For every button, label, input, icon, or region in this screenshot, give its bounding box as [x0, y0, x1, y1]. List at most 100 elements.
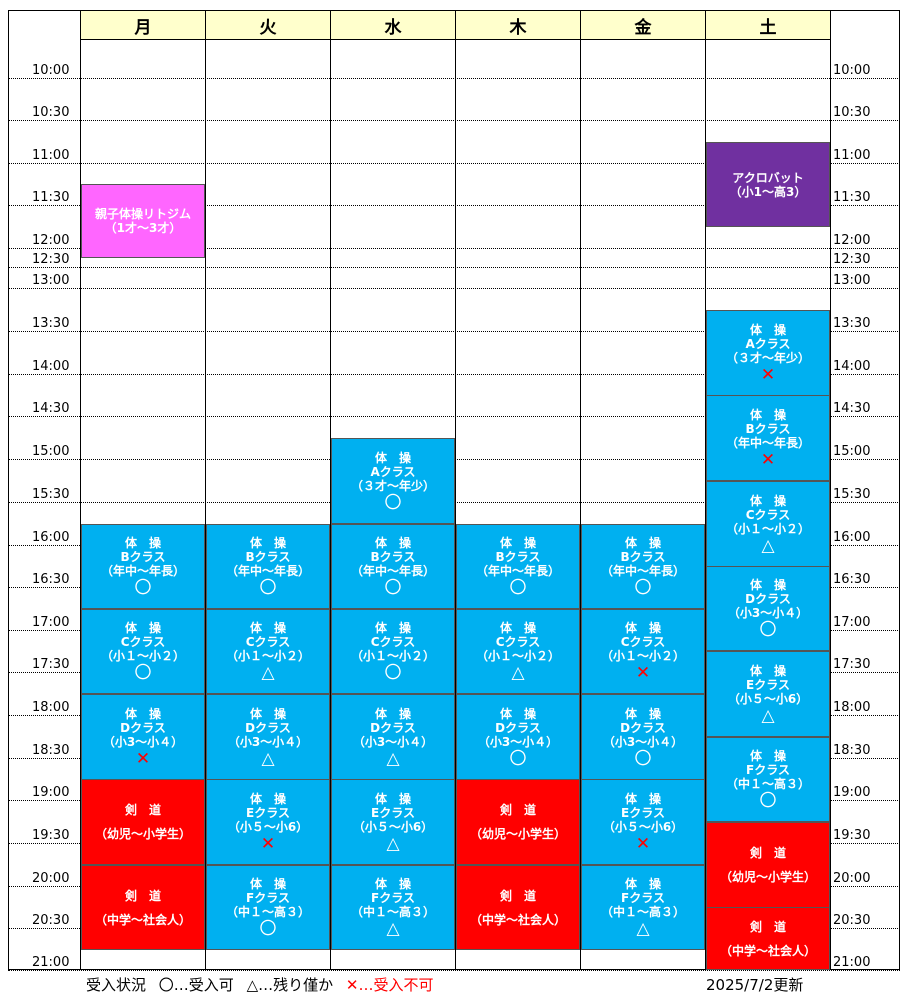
availability-mark: ✕	[760, 364, 776, 385]
class-text: （年中～年長）	[600, 564, 685, 578]
time-label-right: 16:30	[833, 572, 871, 587]
class-block: 体 操 Cクラス （小１～小２）〇	[81, 609, 205, 694]
time-label-left: 14:00	[32, 359, 70, 374]
class-text: （中１～高３）	[600, 905, 685, 919]
availability-mark: 〇	[134, 578, 152, 598]
time-label-right: 14:00	[833, 359, 871, 374]
class-text: 体 操	[499, 706, 536, 721]
availability-mark: 〇	[384, 663, 402, 683]
class-block: 体 操 Eクラス （小５～小6） ✕	[581, 779, 705, 865]
availability-mark: 〇	[384, 492, 402, 513]
time-label-left: 14:30	[32, 401, 70, 416]
availability-mark: 〇	[259, 578, 277, 598]
time-label-left: 11:00	[32, 148, 70, 163]
legend-few: △…残り僅か	[246, 976, 334, 994]
class-text: 剣 道	[749, 846, 786, 860]
class-text: Bクラス	[745, 421, 791, 436]
legend-full: ✕…受入不可	[345, 976, 434, 994]
availability-mark: ✕	[635, 833, 651, 854]
class-text: 体 操	[624, 791, 661, 806]
class-text: 剣 道	[124, 803, 161, 817]
column-divider	[580, 40, 581, 970]
availability-mark: 〇	[384, 578, 402, 598]
class-block: 体 操 Cクラス （小１～小２） △	[706, 481, 830, 567]
time-label-left: 20:30	[32, 913, 70, 928]
class-text: 体 操	[374, 877, 411, 891]
class-text: （中学～社会人）	[94, 912, 191, 927]
availability-mark: 〇	[509, 578, 527, 598]
class-text: 体 操	[624, 536, 661, 550]
time-gridline	[8, 416, 900, 417]
class-text: （小3～小４）	[352, 734, 434, 749]
time-gridline	[8, 288, 900, 289]
class-text: 体 操	[624, 706, 661, 721]
class-block: 体 操 Bクラス （年中～年長）〇	[581, 524, 705, 609]
legend-ok: 〇…受入可	[158, 976, 234, 994]
class-text: （中１～高３）	[225, 905, 310, 919]
class-text: （中学～社会人）	[719, 943, 816, 958]
time-label-left: 12:00	[32, 233, 70, 248]
time-label-left: 15:30	[32, 487, 70, 502]
class-block: 体 操 Cクラス （小１～小２）〇	[331, 609, 455, 694]
availability-mark: △	[261, 663, 275, 683]
class-block: 体 操 Fクラス （中１～高３） △	[331, 865, 455, 950]
class-block: 体 操 Cクラス （小１～小２） △	[456, 609, 580, 694]
class-text: （小１～小２）	[600, 649, 685, 663]
class-text: （小3～小４）	[227, 734, 309, 749]
time-label-left: 19:30	[32, 828, 70, 843]
class-text: （年中～年長）	[225, 564, 310, 578]
time-label-left: 17:30	[32, 657, 70, 672]
time-label-right: 16:00	[833, 530, 871, 545]
class-text: 親子体操リトジム	[94, 207, 191, 221]
class-text: Cクラス	[120, 635, 166, 649]
class-text: 体 操	[749, 407, 786, 422]
time-label-right: 15:30	[833, 487, 871, 502]
day-header: 火	[205, 10, 331, 40]
time-gridline	[8, 267, 900, 268]
time-label-right: 19:00	[833, 785, 871, 800]
class-text: Aクラス	[745, 336, 791, 351]
class-text: Eクラス	[371, 805, 415, 820]
availability-mark: △	[386, 833, 400, 854]
column-divider	[705, 40, 706, 970]
class-text: 体 操	[249, 536, 286, 550]
class-text: Cクラス	[620, 635, 666, 649]
class-text: Cクラス	[245, 635, 291, 649]
class-block: 体 操 Eクラス （小５～小6） ✕	[206, 779, 330, 865]
updated-date: 2025/7/2更新	[706, 976, 804, 994]
class-text: 体 操	[624, 877, 661, 891]
time-label-left: 21:00	[32, 955, 70, 970]
time-gridline	[8, 970, 900, 971]
class-block: 剣 道 （幼児～小学生）	[81, 779, 205, 865]
class-text: Bクラス	[495, 550, 541, 564]
class-text: Fクラス	[746, 763, 790, 777]
class-text: Dクラス	[245, 720, 291, 735]
availability-mark: 〇	[634, 578, 652, 598]
availability-mark: △	[261, 748, 275, 769]
class-block: 体 操 Eクラス （小５～小6） △	[706, 651, 830, 737]
class-text: Eクラス	[746, 677, 790, 692]
availability-mark: ✕	[635, 663, 651, 683]
time-label-right: 17:00	[833, 615, 871, 630]
class-block: 体 操 Fクラス （中１～高３） △	[581, 865, 705, 950]
time-label-right: 21:00	[833, 955, 871, 970]
day-header: 金	[580, 10, 706, 40]
class-block: 剣 道 （中学～社会人）	[81, 865, 205, 950]
class-text: 体 操	[749, 578, 786, 592]
class-block: 体 操 Fクラス （中１～高３）〇	[206, 865, 330, 950]
time-label-right: 13:30	[833, 316, 871, 331]
class-text: Bクラス	[370, 550, 416, 564]
class-text: Dクラス	[120, 720, 166, 735]
time-label-left: 16:00	[32, 530, 70, 545]
day-header: 水	[330, 10, 456, 40]
time-label-left: 17:00	[32, 615, 70, 630]
time-gridline	[8, 120, 900, 121]
class-text: （中１～高３）	[350, 905, 435, 919]
class-block: 体 操 Dクラス （小3～小４）〇	[456, 694, 580, 780]
class-text: （幼児～小学生）	[719, 870, 816, 884]
time-label-right: 13:00	[833, 273, 871, 288]
class-text: Cクラス	[370, 635, 416, 649]
class-block: 剣 道 （幼児～小学生）	[706, 822, 830, 908]
availability-mark: △	[636, 919, 650, 939]
class-text: Eクラス	[246, 805, 290, 820]
